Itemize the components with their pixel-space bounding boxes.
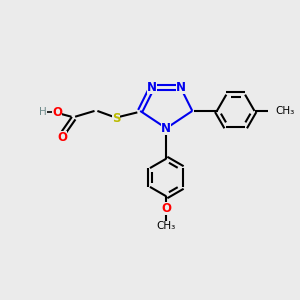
- Text: N: N: [176, 81, 186, 94]
- Text: CH₃: CH₃: [275, 106, 295, 116]
- Text: S: S: [112, 112, 121, 125]
- Text: H: H: [39, 107, 46, 117]
- Text: N: N: [147, 81, 157, 94]
- Text: O: O: [161, 202, 171, 215]
- Text: CH₃: CH₃: [157, 221, 176, 231]
- Text: O: O: [52, 106, 62, 119]
- Text: O: O: [57, 131, 67, 144]
- Text: N: N: [161, 122, 171, 135]
